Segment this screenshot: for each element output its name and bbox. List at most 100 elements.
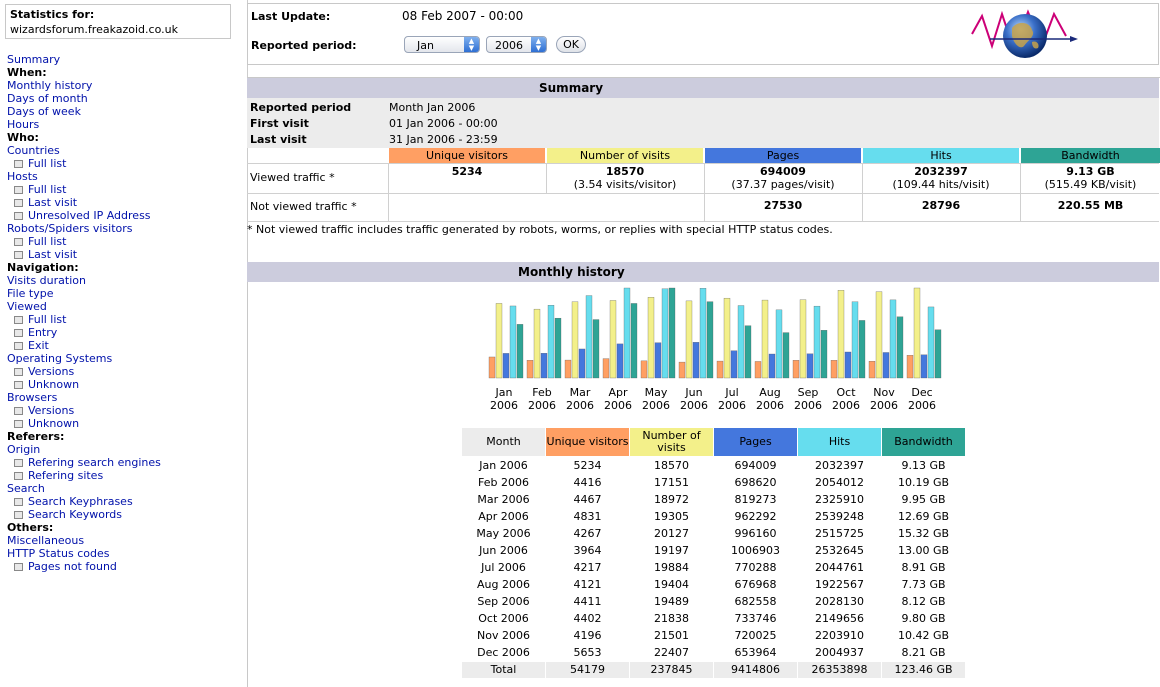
menu-item-label: Pages not found	[28, 560, 117, 573]
bar-visits-sep	[799, 299, 807, 379]
chart-label-nov: Nov 2006	[865, 386, 903, 412]
viewed-bandwidth: 9.13 GB	[1066, 165, 1115, 178]
ok-button[interactable]: OK	[556, 36, 586, 53]
month-select[interactable]: Jan ▲ ▼	[404, 36, 480, 53]
table-cell-month: Jan 2006	[479, 459, 528, 472]
sub-item-icon	[14, 511, 23, 519]
bar-visitors-dec	[906, 355, 914, 379]
menu-link-origin[interactable]: Origin	[7, 443, 161, 456]
chart-year-label: 2006	[604, 399, 632, 412]
menu-link-last-visit[interactable]: Last visit	[7, 248, 161, 261]
table-cell-bandwidth: 10.19 GB	[897, 476, 950, 489]
menu-section-referers: Referers:	[7, 430, 161, 443]
table-header-hits: Hits	[798, 428, 881, 456]
menu-link-entry[interactable]: Entry	[7, 326, 161, 339]
menu-item-label: Exit	[28, 339, 49, 352]
chart-month-label: May	[644, 386, 668, 399]
menu-link-refering-search-engines[interactable]: Refering search engines	[7, 456, 161, 469]
chart-month-label: Dec	[911, 386, 933, 399]
menu-link-days-of-week[interactable]: Days of week	[7, 105, 161, 118]
menu-item-label: Visits duration	[7, 274, 86, 287]
menu-link-monthly-history[interactable]: Monthly history	[7, 79, 161, 92]
menu-link-operating-systems[interactable]: Operating Systems	[7, 352, 161, 365]
menu-item-label: Versions	[28, 404, 75, 417]
chart-year-label: 2006	[680, 399, 708, 412]
menu-item-label: When:	[7, 66, 47, 79]
col-divider	[1020, 163, 1021, 221]
menu-link-full-list[interactable]: Full list	[7, 183, 161, 196]
menu-link-hosts[interactable]: Hosts	[7, 170, 161, 183]
menu-link-search-keyphrases[interactable]: Search Keyphrases	[7, 495, 161, 508]
bar-bandwidth-dec	[934, 329, 942, 379]
bar-visitors-nov	[868, 360, 876, 379]
last-update-label: Last Update:	[251, 10, 331, 23]
col-divider	[388, 163, 389, 221]
menu-link-versions[interactable]: Versions	[7, 404, 161, 417]
menu-link-pages-not-found[interactable]: Pages not found	[7, 560, 161, 573]
reported-period-row-value: Month Jan 2006	[389, 101, 476, 114]
chart-year-label: 2006	[832, 399, 860, 412]
bar-pages-jun	[692, 342, 700, 379]
menu-item-label: Origin	[7, 443, 41, 456]
menu-item-label: Full list	[28, 157, 67, 170]
viewed-visits: 18570	[605, 165, 645, 178]
menu-item-label: Unknown	[28, 417, 80, 430]
menu-link-search[interactable]: Search	[7, 482, 161, 495]
table-cell-pages: 720025	[734, 629, 777, 642]
bar-pages-jan	[502, 353, 510, 379]
menu-link-miscellaneous[interactable]: Miscellaneous	[7, 534, 161, 547]
menu-link-days-of-month[interactable]: Days of month	[7, 92, 161, 105]
header-panel: Last Update: 08 Feb 2007 - 00:00 Reporte…	[247, 3, 1159, 65]
menu-link-last-visit[interactable]: Last visit	[7, 196, 161, 209]
bar-visitors-oct	[830, 360, 838, 379]
table-cell-month: Nov 2006	[477, 629, 530, 642]
menu-section-others: Others:	[7, 521, 161, 534]
table-cell-number-of-visits: 18972	[654, 493, 689, 506]
sub-item-icon	[14, 472, 23, 480]
menu-link-full-list[interactable]: Full list	[7, 157, 161, 170]
menu-link-unresolved-ip-address[interactable]: Unresolved IP Address	[7, 209, 161, 222]
menu-link-file-type[interactable]: File type	[7, 287, 161, 300]
menu-link-search-keywords[interactable]: Search Keywords	[7, 508, 161, 521]
viewed-traffic-label: Viewed traffic *	[250, 171, 335, 184]
menu-item-label: Last visit	[28, 248, 78, 261]
menu-link-full-list[interactable]: Full list	[7, 313, 161, 326]
bar-pages-jul	[730, 350, 738, 379]
table-cell-bandwidth: 10.42 GB	[897, 629, 950, 642]
menu-link-summary[interactable]: Summary	[7, 53, 161, 66]
menu-link-browsers[interactable]: Browsers	[7, 391, 161, 404]
table-cell-hits: 2032397	[815, 459, 864, 472]
year-select[interactable]: 2006 ▲ ▼	[486, 36, 547, 53]
bar-visitors-jan	[488, 356, 496, 379]
menu-item-label: Hosts	[7, 170, 38, 183]
menu-link-http-status-codes[interactable]: HTTP Status codes	[7, 547, 161, 560]
chart-year-label: 2006	[908, 399, 936, 412]
table-cell-month: May 2006	[476, 527, 531, 540]
menu-item-label: Last visit	[28, 196, 78, 209]
not-viewed-bandwidth: 220.55 MB	[1057, 199, 1124, 212]
last-visit-value: 31 Jan 2006 - 23:59	[389, 133, 498, 146]
menu-link-versions[interactable]: Versions	[7, 365, 161, 378]
menu-link-robots-spiders-visitors[interactable]: Robots/Spiders visitors	[7, 222, 161, 235]
col-pages: Pages	[705, 148, 861, 163]
chart-month-label: Mar	[569, 386, 591, 399]
bar-bandwidth-apr	[630, 303, 638, 379]
chart-month-label: Feb	[532, 386, 552, 399]
menu-link-hours[interactable]: Hours	[7, 118, 161, 131]
table-cell-bandwidth: 8.12 GB	[901, 595, 946, 608]
chart-month-label: Aug	[759, 386, 781, 399]
menu-item-label: Search Keyphrases	[28, 495, 133, 508]
table-cell-bandwidth: 12.69 GB	[897, 510, 950, 523]
menu-link-unknown[interactable]: Unknown	[7, 417, 161, 430]
menu-link-refering-sites[interactable]: Refering sites	[7, 469, 161, 482]
menu-link-full-list[interactable]: Full list	[7, 235, 161, 248]
menu-link-viewed[interactable]: Viewed	[7, 300, 161, 313]
table-total-number-of-visits: 237845	[630, 662, 713, 678]
menu-link-exit[interactable]: Exit	[7, 339, 161, 352]
menu-link-unknown[interactable]: Unknown	[7, 378, 161, 391]
awstats-globe-icon[interactable]	[970, 6, 1080, 62]
menu-link-visits-duration[interactable]: Visits duration	[7, 274, 161, 287]
bar-bandwidth-nov	[896, 316, 904, 379]
menu-link-countries[interactable]: Countries	[7, 144, 161, 157]
menu-item-label: Full list	[28, 235, 67, 248]
